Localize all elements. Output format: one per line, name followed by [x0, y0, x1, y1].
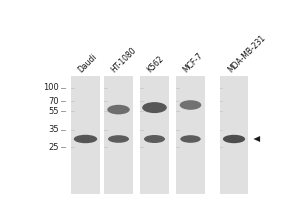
Bar [220, 76, 248, 194]
Ellipse shape [180, 100, 201, 110]
Ellipse shape [223, 135, 245, 143]
Ellipse shape [142, 102, 167, 113]
Ellipse shape [180, 135, 201, 143]
Ellipse shape [74, 135, 97, 143]
Text: 35: 35 [48, 126, 58, 134]
Text: 70: 70 [48, 97, 58, 106]
Ellipse shape [144, 135, 165, 143]
Text: 55: 55 [48, 107, 58, 116]
Bar [176, 76, 205, 194]
Text: 100: 100 [43, 84, 58, 92]
Text: K562: K562 [145, 54, 165, 74]
Ellipse shape [107, 105, 130, 114]
Bar [104, 76, 133, 194]
Text: Daudi: Daudi [76, 52, 98, 74]
Text: MDA-MB-231: MDA-MB-231 [226, 33, 267, 74]
Text: MCF-7: MCF-7 [181, 51, 204, 74]
Ellipse shape [108, 135, 129, 143]
Bar [140, 76, 169, 194]
Text: 25: 25 [48, 142, 58, 152]
Polygon shape [254, 136, 260, 142]
Bar [71, 76, 100, 194]
Text: HT-1080: HT-1080 [109, 45, 138, 74]
